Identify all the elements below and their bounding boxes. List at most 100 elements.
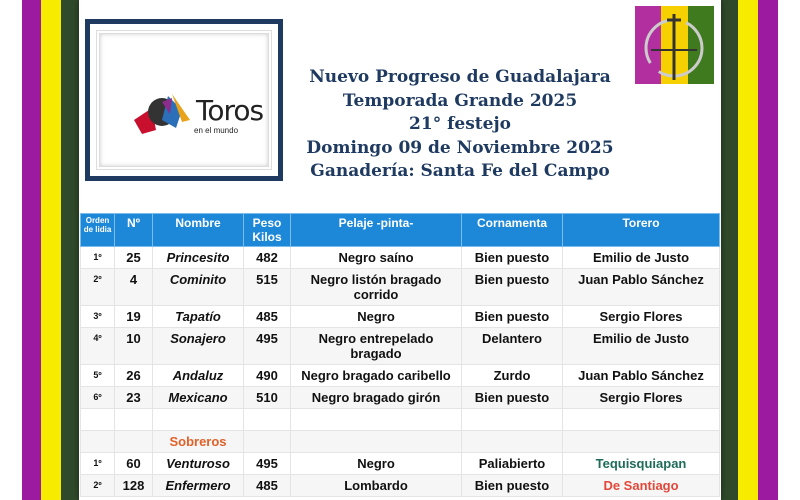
cell-numero: 128 xyxy=(114,474,153,497)
poster: Toros en el mundo Nuevo Progreso de Guad… xyxy=(79,0,721,500)
stripe-purple-right xyxy=(758,0,778,500)
cell-numero: 4 xyxy=(114,268,153,306)
logo-text: Toros xyxy=(196,94,264,127)
cell-torero: Juan Pablo Sánchez xyxy=(562,364,720,387)
cell-pelaje: Negro bragado girón xyxy=(290,386,462,409)
col-nombre: Nombre xyxy=(152,213,244,247)
cross-emblem-icon xyxy=(644,14,704,80)
cell-orden xyxy=(80,430,115,453)
table-row: 5º 26 Andaluz 490 Negro bragado caribello Zur… xyxy=(80,364,720,387)
cell-peso: 515 xyxy=(243,268,291,306)
cell-pelaje: Negro xyxy=(290,305,462,328)
col-numero: Nº xyxy=(114,213,153,247)
cell-orden: 1º xyxy=(80,452,115,475)
stripe-purple-left xyxy=(22,0,41,500)
cell-pelaje xyxy=(290,408,462,431)
cell-nombre: Enfermero xyxy=(152,474,244,497)
cell-orden: 4º xyxy=(80,327,115,365)
event-titles: Nuevo Progreso de Guadalajara Temporada … xyxy=(279,66,641,184)
cell-numero xyxy=(114,430,153,453)
cell-cornamenta xyxy=(461,430,563,453)
cell-orden: 3º xyxy=(80,305,115,328)
cell-peso xyxy=(243,408,291,431)
cell-orden: 6º xyxy=(80,386,115,409)
cell-torero: Emilio de Justo xyxy=(562,246,720,269)
venue-title: Nuevo Progreso de Guadalajara xyxy=(309,67,611,87)
table-row: 1º 25 Princesito 482 Negro saíno Bien puesto E… xyxy=(80,246,720,269)
cell-orden xyxy=(80,408,115,431)
cell-torero: Sergio Flores xyxy=(562,305,720,328)
cell-numero: 25 xyxy=(114,246,153,269)
cell-cornamenta: Bien puesto xyxy=(461,246,563,269)
col-peso: Peso Kilos xyxy=(243,213,291,247)
bullfighter-logo-icon xyxy=(134,94,190,134)
cell-orden: 5º xyxy=(80,364,115,387)
table-row xyxy=(80,408,720,431)
event-number: 21° festejo xyxy=(409,114,511,134)
table-row: 6º 23 Mexicano 510 Negro bragado girón Bien p… xyxy=(80,386,720,409)
table-header-row: Orden de lidia Nº Nombre Peso Kilos Pela… xyxy=(80,213,720,247)
cell-peso: 485 xyxy=(243,305,291,328)
cell-pelaje xyxy=(290,430,462,453)
cell-numero: 10 xyxy=(114,327,153,365)
logo-frame: Toros en el mundo xyxy=(85,19,283,181)
cell-cornamenta: Paliabierto xyxy=(461,452,563,475)
col-cornamenta: Cornamenta xyxy=(461,213,563,247)
logo-subtext: en el mundo xyxy=(194,126,239,135)
cell-peso: 485 xyxy=(243,474,291,497)
cell-nombre: Andaluz xyxy=(152,364,244,387)
cell-nombre xyxy=(152,408,244,431)
col-pelaje: Pelaje -pinta- xyxy=(290,213,462,247)
cell-torero xyxy=(562,430,720,453)
ganaderia-emblem xyxy=(635,6,714,84)
cell-peso xyxy=(243,430,291,453)
cell-torero xyxy=(562,408,720,431)
cell-peso: 482 xyxy=(243,246,291,269)
cell-peso: 490 xyxy=(243,364,291,387)
table-row: 1º 60 Venturoso 495 Negro Paliabierto Tequisqu… xyxy=(80,452,720,475)
sobreros-label: Sobreros xyxy=(152,430,244,453)
stripe-yellow-left xyxy=(41,0,61,500)
cell-cornamenta: Delantero xyxy=(461,327,563,365)
table-row: Sobreros xyxy=(80,430,720,453)
cell-pelaje: Negro saíno xyxy=(290,246,462,269)
cell-nombre: Tapatío xyxy=(152,305,244,328)
col-torero: Torero xyxy=(562,213,720,247)
cell-orden: 2º xyxy=(80,474,115,497)
cell-pelaje: Negro listón bragado corrido xyxy=(290,268,462,306)
cell-cornamenta: Zurdo xyxy=(461,364,563,387)
cell-pelaje: Negro xyxy=(290,452,462,475)
table-row: 3º 19 Tapatío 485 Negro Bien puesto Sergio Flo… xyxy=(80,305,720,328)
cell-pelaje: Negro bragado caribello xyxy=(290,364,462,387)
cell-cornamenta xyxy=(461,408,563,431)
col-orden: Orden de lidia xyxy=(80,213,115,247)
cell-numero: 23 xyxy=(114,386,153,409)
cell-torero: De Santiago xyxy=(562,474,720,497)
season-title: Temporada Grande 2025 xyxy=(342,90,578,111)
cell-torero: Emilio de Justo xyxy=(562,327,720,365)
cell-nombre: Sonajero xyxy=(152,327,244,365)
stripe-green-left xyxy=(61,0,79,500)
event-date: Domingo 09 de Noviembre 2025 xyxy=(306,137,614,158)
cell-nombre: Cominito xyxy=(152,268,244,306)
cell-torero: Sergio Flores xyxy=(562,386,720,409)
cell-numero xyxy=(114,408,153,431)
cell-pelaje: Negro entrepelado bragado xyxy=(290,327,462,365)
table-row: 4º 10 Sonajero 495 Negro entrepelado bragado… xyxy=(80,327,720,365)
cell-numero: 60 xyxy=(114,452,153,475)
cell-nombre: Venturoso xyxy=(152,452,244,475)
cell-torero: Tequisquiapan xyxy=(562,452,720,475)
cell-peso: 495 xyxy=(243,327,291,365)
cell-orden: 1º xyxy=(80,246,115,269)
table-row: 2º 4 Cominito 515 Negro listón bragado corri… xyxy=(80,268,720,306)
stripe-green-right xyxy=(721,0,738,500)
cell-cornamenta: Bien puesto xyxy=(461,268,563,306)
cell-cornamenta: Bien puesto xyxy=(461,305,563,328)
bulls-table: Orden de lidia Nº Nombre Peso Kilos Pela… xyxy=(80,213,720,497)
cell-pelaje: Lombardo xyxy=(290,474,462,497)
cell-numero: 26 xyxy=(114,364,153,387)
cell-peso: 510 xyxy=(243,386,291,409)
cell-numero: 19 xyxy=(114,305,153,328)
cell-orden: 2º xyxy=(80,268,115,306)
cell-torero: Juan Pablo Sánchez xyxy=(562,268,720,306)
